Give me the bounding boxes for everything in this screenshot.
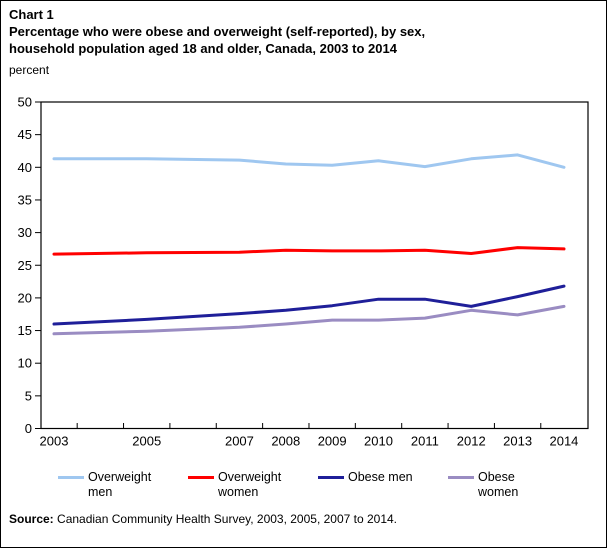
series-line-overweight-men [52, 153, 566, 169]
legend-item-overweight-women: Overweight women [188, 470, 298, 500]
x-tick-label: 2007 [225, 434, 254, 449]
y-tick-label: 30 [18, 225, 32, 240]
x-tick-label: 2003 [40, 434, 69, 449]
chart-title-line2: household population aged 18 and older, … [9, 41, 397, 56]
x-tick-label: 2013 [503, 434, 532, 449]
y-tick-label: 40 [18, 160, 32, 175]
title-block: Chart 1 Percentage who were obese and ov… [9, 6, 425, 57]
plot-border [40, 101, 589, 430]
series-line-obese-women [52, 304, 566, 336]
chart-number: Chart 1 [9, 7, 54, 22]
y-tick-label: 15 [18, 323, 32, 338]
legend: Overweight men Overweight women Obese me… [1, 470, 606, 510]
chart-plot-area: 0 5 10 15 20 25 30 35 40 45 50 2003 2005 2007 2008 2009… [18, 95, 589, 449]
chart-title-line1: Percentage who were obese and overweight… [9, 24, 426, 39]
x-tick-label: 2009 [318, 434, 347, 449]
legend-label: Overweight women [218, 470, 282, 499]
x-tick-label: 2005 [132, 434, 161, 449]
x-tick-label: 2014 [549, 434, 578, 449]
legend-label: Overweight men [88, 470, 152, 499]
series-line-obese-men [52, 284, 566, 326]
y-tick-label: 0 [25, 421, 32, 436]
y-tick-label: 45 [18, 127, 32, 142]
obese-men-line-swatch [318, 476, 344, 479]
y-axis-unit-label: percent [9, 63, 50, 77]
y-tick-label: 10 [18, 356, 32, 371]
y-tick-label: 35 [18, 192, 32, 207]
legend-label: Obese men [348, 470, 413, 484]
y-tick-label: 20 [18, 290, 32, 305]
overweight-women-line-swatch [188, 476, 214, 479]
x-tick-label: 2010 [364, 434, 393, 449]
y-tick-label: 25 [18, 258, 32, 273]
legend-item-obese-men: Obese men [318, 470, 428, 485]
legend-label: Obese women [478, 470, 519, 499]
obese-women-line-swatch [448, 476, 474, 479]
y-axis: 0 5 10 15 20 25 30 35 40 45 50 [18, 95, 41, 436]
x-axis-labels: 2003 2005 2007 2008 2009 2010 2011 2012 2013 2014 [40, 434, 579, 449]
legend-item-obese-women: Obese women [448, 470, 558, 500]
y-tick-label: 50 [18, 95, 32, 110]
x-tick-label: 2008 [271, 434, 300, 449]
source-prefix: Source: [9, 512, 54, 526]
x-tick-label: 2011 [411, 434, 439, 449]
source-note: Source: Canadian Community Health Survey… [9, 512, 397, 526]
x-axis-ticks [76, 423, 542, 429]
legend-item-overweight-men: Overweight men [58, 470, 168, 500]
overweight-men-line-swatch [58, 476, 84, 479]
source-text: Canadian Community Health Survey, 2003, … [53, 512, 398, 526]
y-tick-label: 5 [25, 388, 32, 403]
series-line-overweight-women [52, 246, 566, 256]
x-tick-label: 2012 [457, 434, 486, 449]
